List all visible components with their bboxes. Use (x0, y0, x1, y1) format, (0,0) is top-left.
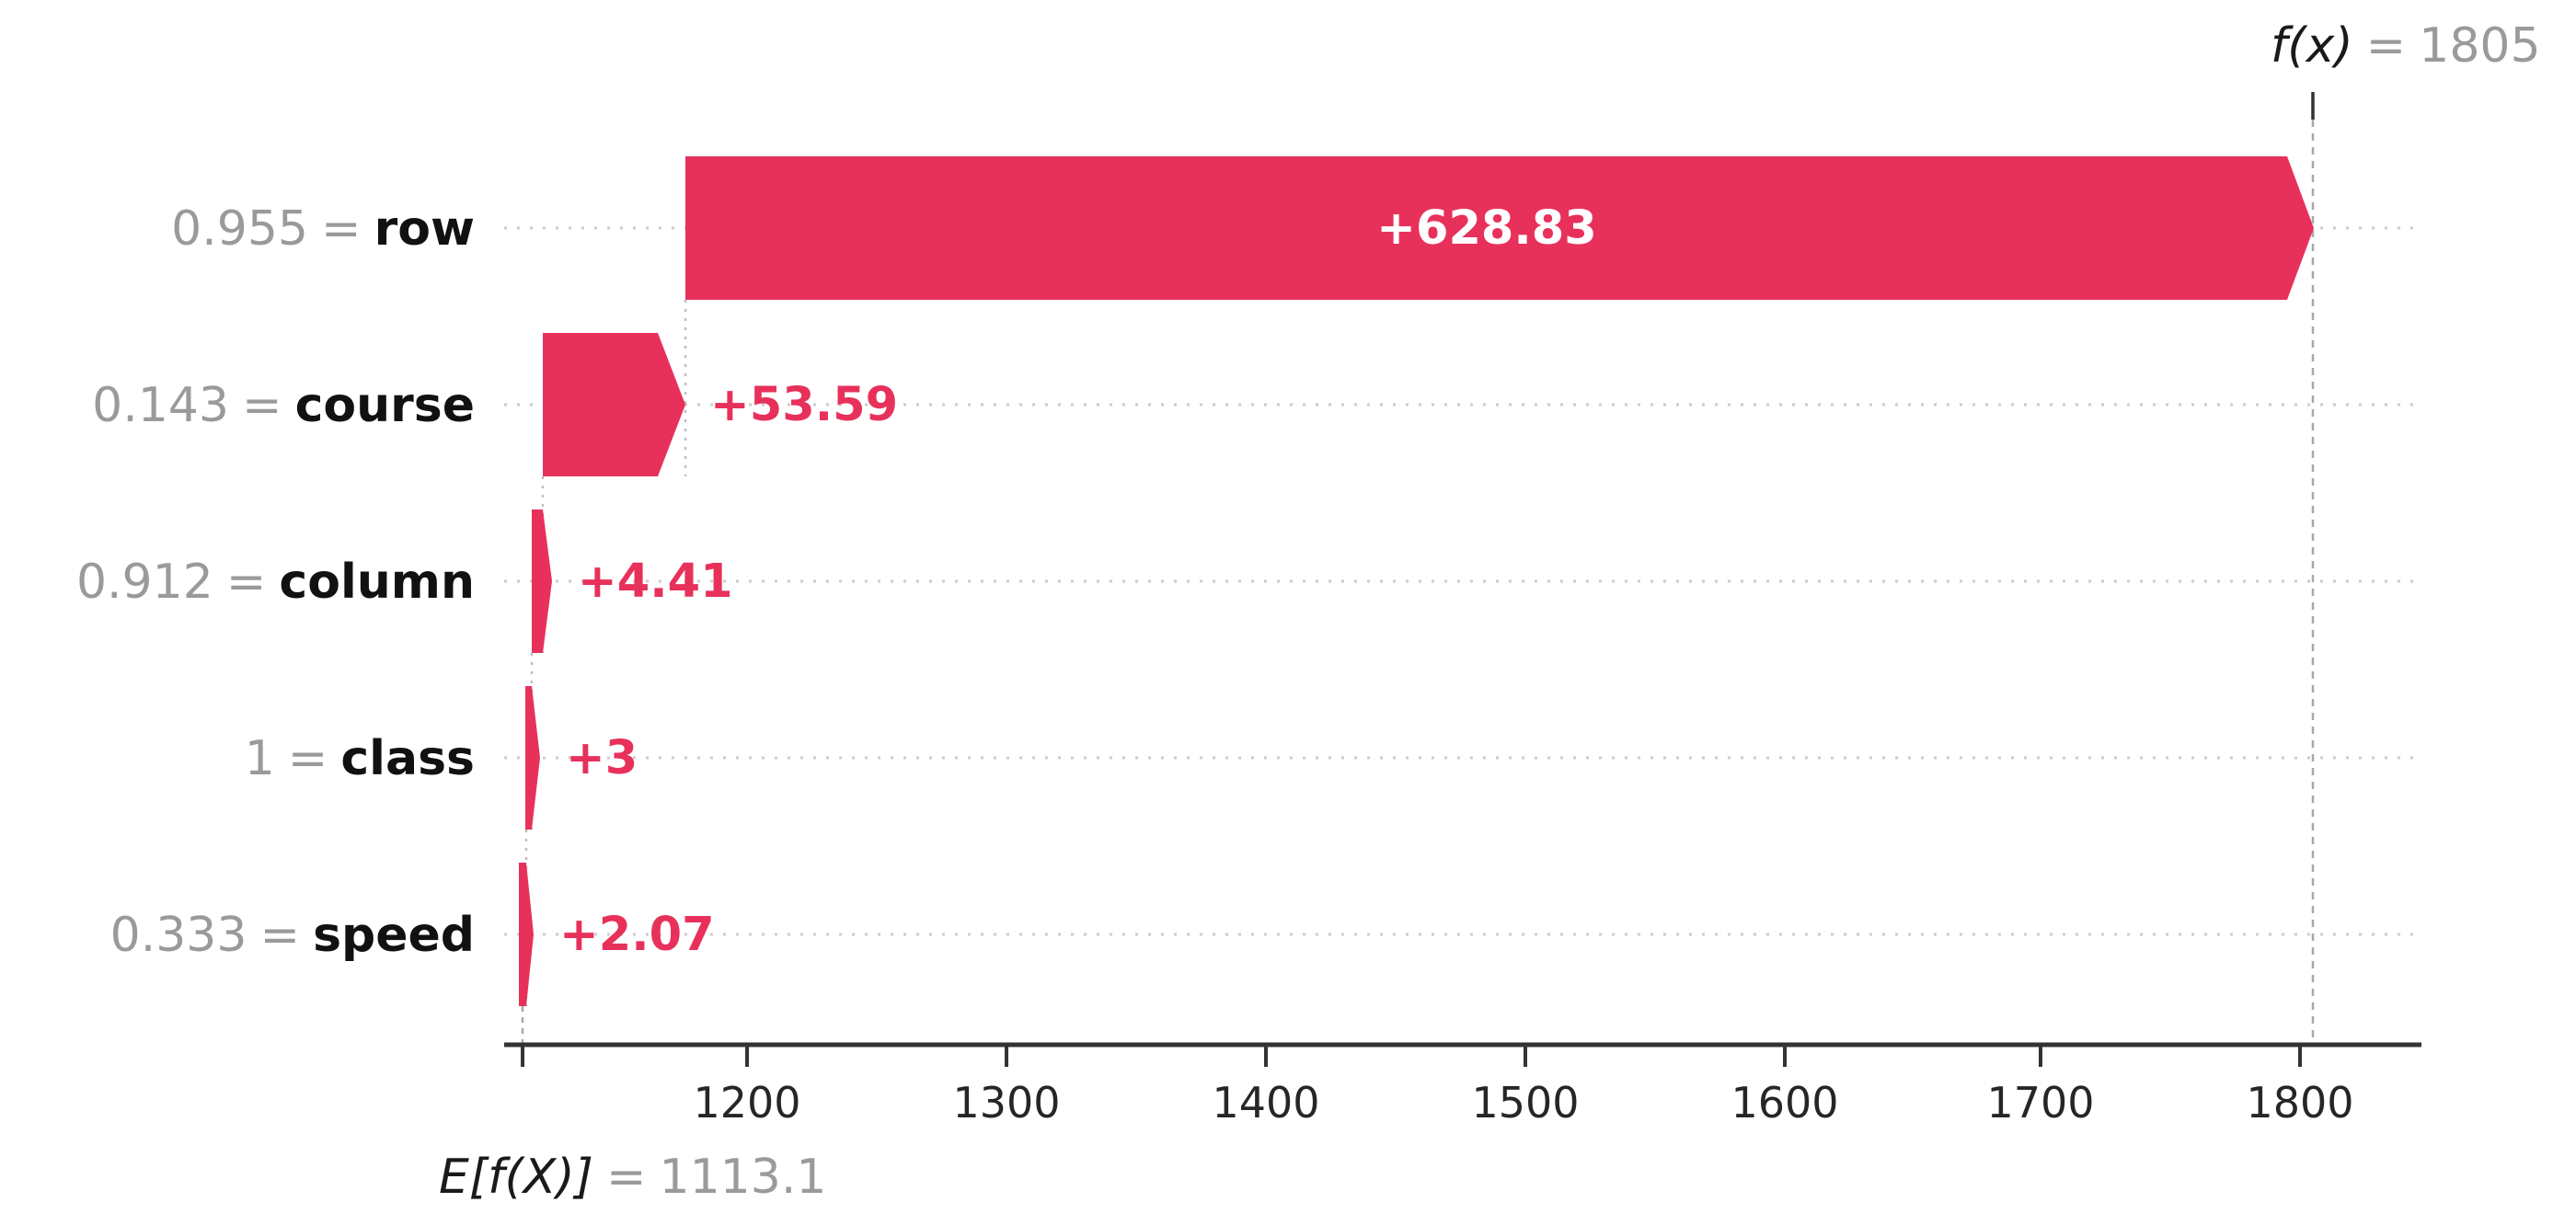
equals-sign: = (287, 731, 328, 786)
feature-name: speed (313, 908, 475, 963)
base-value: 1113.1 (659, 1150, 827, 1205)
fx-output-label: f(x) = 1805 (2271, 17, 2541, 75)
feature-value: 0.333 (109, 908, 247, 963)
x-tick-label-1600: 1600 (1731, 1078, 1839, 1128)
feature-value: 1 (244, 731, 275, 786)
feature-label-column: 0.912 = column (76, 553, 475, 612)
bar-speed (519, 863, 534, 1006)
waterfall-bars (519, 156, 2314, 1006)
contribution-label-speed: +2.07 (559, 908, 715, 962)
bar-row (685, 156, 2314, 300)
x-tick-label-1500: 1500 (1471, 1078, 1580, 1128)
equals-sign: = (321, 201, 362, 257)
equals-sign: = (225, 555, 267, 610)
feature-name: row (374, 201, 475, 257)
fx-equals-sign: = (2365, 18, 2407, 74)
contribution-label-class: +3 (566, 731, 638, 785)
equals-sign: = (241, 378, 282, 433)
feature-label-speed: 0.333 = speed (110, 906, 475, 965)
feature-value: 0.143 (92, 378, 229, 433)
feature-label-course: 0.143 = course (92, 376, 475, 435)
feature-value: 0.955 (171, 201, 308, 257)
fx-value: 1805 (2419, 18, 2541, 74)
x-tick-label-1200: 1200 (693, 1078, 801, 1128)
contribution-label-course: +53.59 (710, 378, 899, 432)
feature-label-row: 0.955 = row (171, 200, 475, 258)
bar-course (543, 333, 685, 476)
feature-value: 0.912 (75, 555, 213, 610)
base-expression: E[f(X)] (439, 1150, 593, 1205)
base-equals-sign: = (605, 1150, 647, 1205)
feature-name: column (279, 555, 475, 610)
bar-column (532, 509, 552, 653)
equals-sign: = (259, 908, 301, 963)
x-tick-label-1800: 1800 (2246, 1078, 2354, 1128)
contribution-label-column: +4.41 (578, 555, 733, 609)
contribution-label-row: +628.83 (1376, 201, 1597, 256)
x-tick-label-1300: 1300 (952, 1078, 1061, 1128)
x-tick-label-1400: 1400 (1212, 1078, 1320, 1128)
x-tick-label-1700: 1700 (1986, 1078, 2095, 1128)
base-value-label: E[f(X)] = 1113.1 (439, 1148, 826, 1207)
x-axis-ticks (521, 1045, 2302, 1067)
feature-label-class: 1 = class (245, 729, 475, 788)
row-gridlines (504, 226, 2421, 936)
bar-class (525, 686, 540, 830)
feature-name: course (294, 378, 475, 433)
feature-name: class (340, 731, 475, 786)
fx-expression: f(x) (2271, 18, 2353, 74)
